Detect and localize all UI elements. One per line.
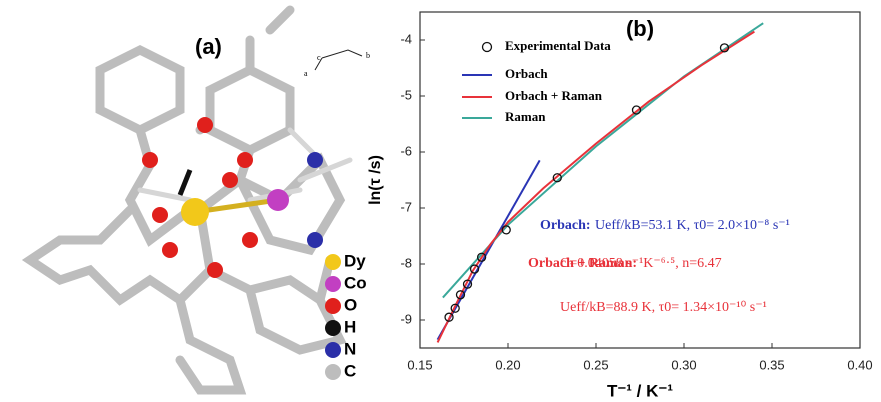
legend-swatch — [325, 276, 341, 292]
y-tick-label: -6 — [400, 143, 412, 158]
chart-title: (b) — [626, 16, 654, 41]
legend-swatch — [483, 43, 492, 52]
legend-label: N — [344, 339, 356, 358]
y-tick-label: -8 — [400, 255, 412, 270]
y-tick-label: -7 — [400, 199, 412, 214]
legend-label: Orbach — [505, 66, 548, 81]
y-tick-label: -9 — [400, 311, 412, 326]
y-axis-label: ln(τ /s) — [367, 155, 384, 205]
x-tick-label: 0.35 — [759, 357, 784, 372]
legend-label: O — [344, 295, 357, 314]
x-axis-label: T⁻¹ / K⁻¹ — [607, 381, 673, 400]
y-tick-label: -5 — [400, 87, 412, 102]
annotation: Ueff/kB=88.9 K, τ0= 1.34×10⁻¹⁰ s⁻¹ — [560, 300, 767, 315]
legend-label: Dy — [344, 251, 366, 270]
annotation: C=0.04058 s⁻¹K⁻⁶·⁵, n=6.47 — [560, 256, 722, 271]
legend-label: C — [344, 361, 356, 380]
legend-label: Raman — [505, 109, 546, 124]
x-tick-label: 0.20 — [495, 357, 520, 372]
legend-label: Co — [344, 273, 367, 292]
molecule: (a) c b a — [30, 10, 370, 390]
x-tick-label: 0.30 — [671, 357, 696, 372]
axis-label: b — [366, 51, 370, 60]
y-tick-label: -4 — [400, 31, 412, 46]
x-tick-label: 0.25 — [583, 357, 608, 372]
plot-frame — [420, 12, 860, 348]
axis-label: a — [304, 69, 308, 78]
annotation: Ueff/kB=53.1 K, τ0= 2.0×10⁻⁸ s⁻¹ — [595, 218, 790, 233]
legend-swatch — [325, 320, 341, 336]
fit-line — [438, 32, 755, 343]
legend-swatch — [325, 364, 341, 380]
legend-label: Experimental Data — [505, 38, 611, 53]
panel-label: (a) — [195, 34, 222, 59]
figure: (a) c b a DyCoOHNC 0.150.200.250.300.350… — [0, 0, 881, 402]
legend-label: Orbach + Raman — [505, 88, 603, 103]
legend-swatch — [325, 298, 341, 314]
legend-swatch — [325, 254, 341, 270]
x-tick-label: 0.40 — [847, 357, 872, 372]
chart: 0.15 0.20 0.25 0.30 0.35 0.40 -9 -8 -7 -6 -5 -4 T⁻¹ … — [367, 12, 872, 400]
x-tick-label: 0.15 — [407, 357, 432, 372]
legend-label: H — [344, 317, 356, 336]
annotation: Orbach: — [540, 218, 591, 233]
legend-swatch — [325, 342, 341, 358]
